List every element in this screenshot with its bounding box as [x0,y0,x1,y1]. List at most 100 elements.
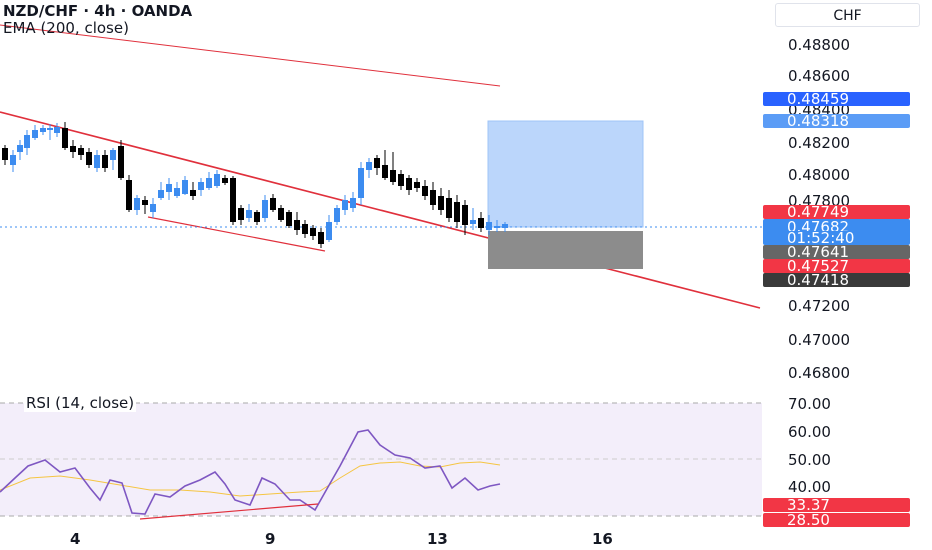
candle-body [262,200,268,218]
candle-body [126,180,132,210]
candle-body [366,162,372,170]
time-tick: 13 [427,530,448,548]
upper-trendline[interactable] [0,111,761,309]
candle-body [470,220,476,224]
candle-body [462,205,468,225]
candle-body [174,188,180,196]
candle-body [134,198,140,210]
price-tick: 0.46800 [788,364,851,382]
price-tick: 0.48000 [788,166,851,184]
candle-body [302,224,308,234]
lower-trendline[interactable] [147,216,326,252]
candle-body [270,198,276,210]
candle-body [190,190,196,196]
candle-body [254,212,260,222]
candle-body [438,196,444,210]
candle-body [478,218,484,228]
candle-body [278,208,284,220]
price-tick: 0.48200 [788,134,851,152]
rsi-ma-value-tag: 28.50 [763,513,910,528]
candle-body [214,174,220,186]
candle-body [70,146,76,152]
candle-body [318,232,324,244]
candle-body [246,210,252,218]
candle-body [206,178,212,188]
candle-body [78,148,84,155]
candle-body [294,220,300,230]
candle-body [350,198,356,208]
candle-body [166,184,172,192]
candle-body [40,128,46,132]
candle-body [342,200,348,210]
price-tick: 0.48800 [788,36,851,54]
candle-body [494,226,500,228]
candle-body [198,182,204,190]
candle-body [422,186,428,196]
ema-line [0,24,501,87]
time-tick: 4 [70,530,81,548]
candle-body [86,152,92,165]
rsi-tick: 40.00 [788,478,831,496]
rsi-divergence-line [139,503,319,520]
candle-body [398,174,404,186]
candle-body [47,128,53,130]
candle-body [118,146,124,178]
candle-body [382,165,388,178]
candle-body [334,208,340,222]
candle-body [390,170,396,182]
tp-price-tag: 0.48459 [763,92,910,107]
ema-indicator-label[interactable]: EMA (200, close) [3,19,129,37]
candle-body [238,208,244,220]
position-profit-zone[interactable] [487,120,644,228]
candles-group [2,122,508,248]
candle-body [10,155,16,165]
candle-body [286,212,292,226]
stop-price-tag: 0.47418 [763,273,910,288]
candle-body [24,135,30,148]
countdown-tag: 01:52:40 [763,231,910,246]
price-tick: 0.47200 [788,297,851,315]
rsi-tick: 70.00 [788,395,831,413]
candle-body [230,178,236,222]
candle-body [150,204,156,212]
candle-body [454,202,460,222]
candle-body [406,178,412,190]
candle-body [182,180,188,194]
rsi-tick: 60.00 [788,423,831,441]
candle-body [142,200,148,205]
candle-body [326,222,332,240]
currency-selector[interactable]: CHF [775,3,920,27]
rsi-line [0,429,501,515]
candle-body [310,228,316,236]
candle-body [17,145,23,152]
low-price-tag: 0.47527 [763,259,910,274]
target-price-tag: 0.48318 [763,114,910,129]
time-tick: 9 [265,530,276,548]
candle-body [110,150,116,160]
time-tick: 16 [592,530,613,548]
price-tick: 0.48600 [788,67,851,85]
candle-body [446,198,452,218]
candle-body [486,222,492,230]
chart-title: NZD/CHF · 4h · OANDA [3,2,193,20]
rsi-value-tag: 33.37 [763,498,910,513]
candle-body [358,168,364,198]
candle-body [62,128,68,148]
candle-body [102,155,108,168]
high-price-tag: 0.47749 [763,205,910,220]
position-loss-zone[interactable] [488,231,643,269]
candle-body [502,224,508,228]
candle-body [2,148,8,160]
price-tick: 0.47000 [788,331,851,349]
candle-body [430,190,436,205]
candle-body [158,190,164,198]
candle-body [54,127,60,133]
candle-body [374,158,380,168]
rsi-indicator-label[interactable]: RSI (14, close) [24,394,137,412]
rsi-tick: 50.00 [788,451,831,469]
candle-body [32,130,38,138]
candle-body [222,178,228,183]
candle-body [94,155,100,168]
entry-price-tag: 0.47641 [763,245,910,260]
